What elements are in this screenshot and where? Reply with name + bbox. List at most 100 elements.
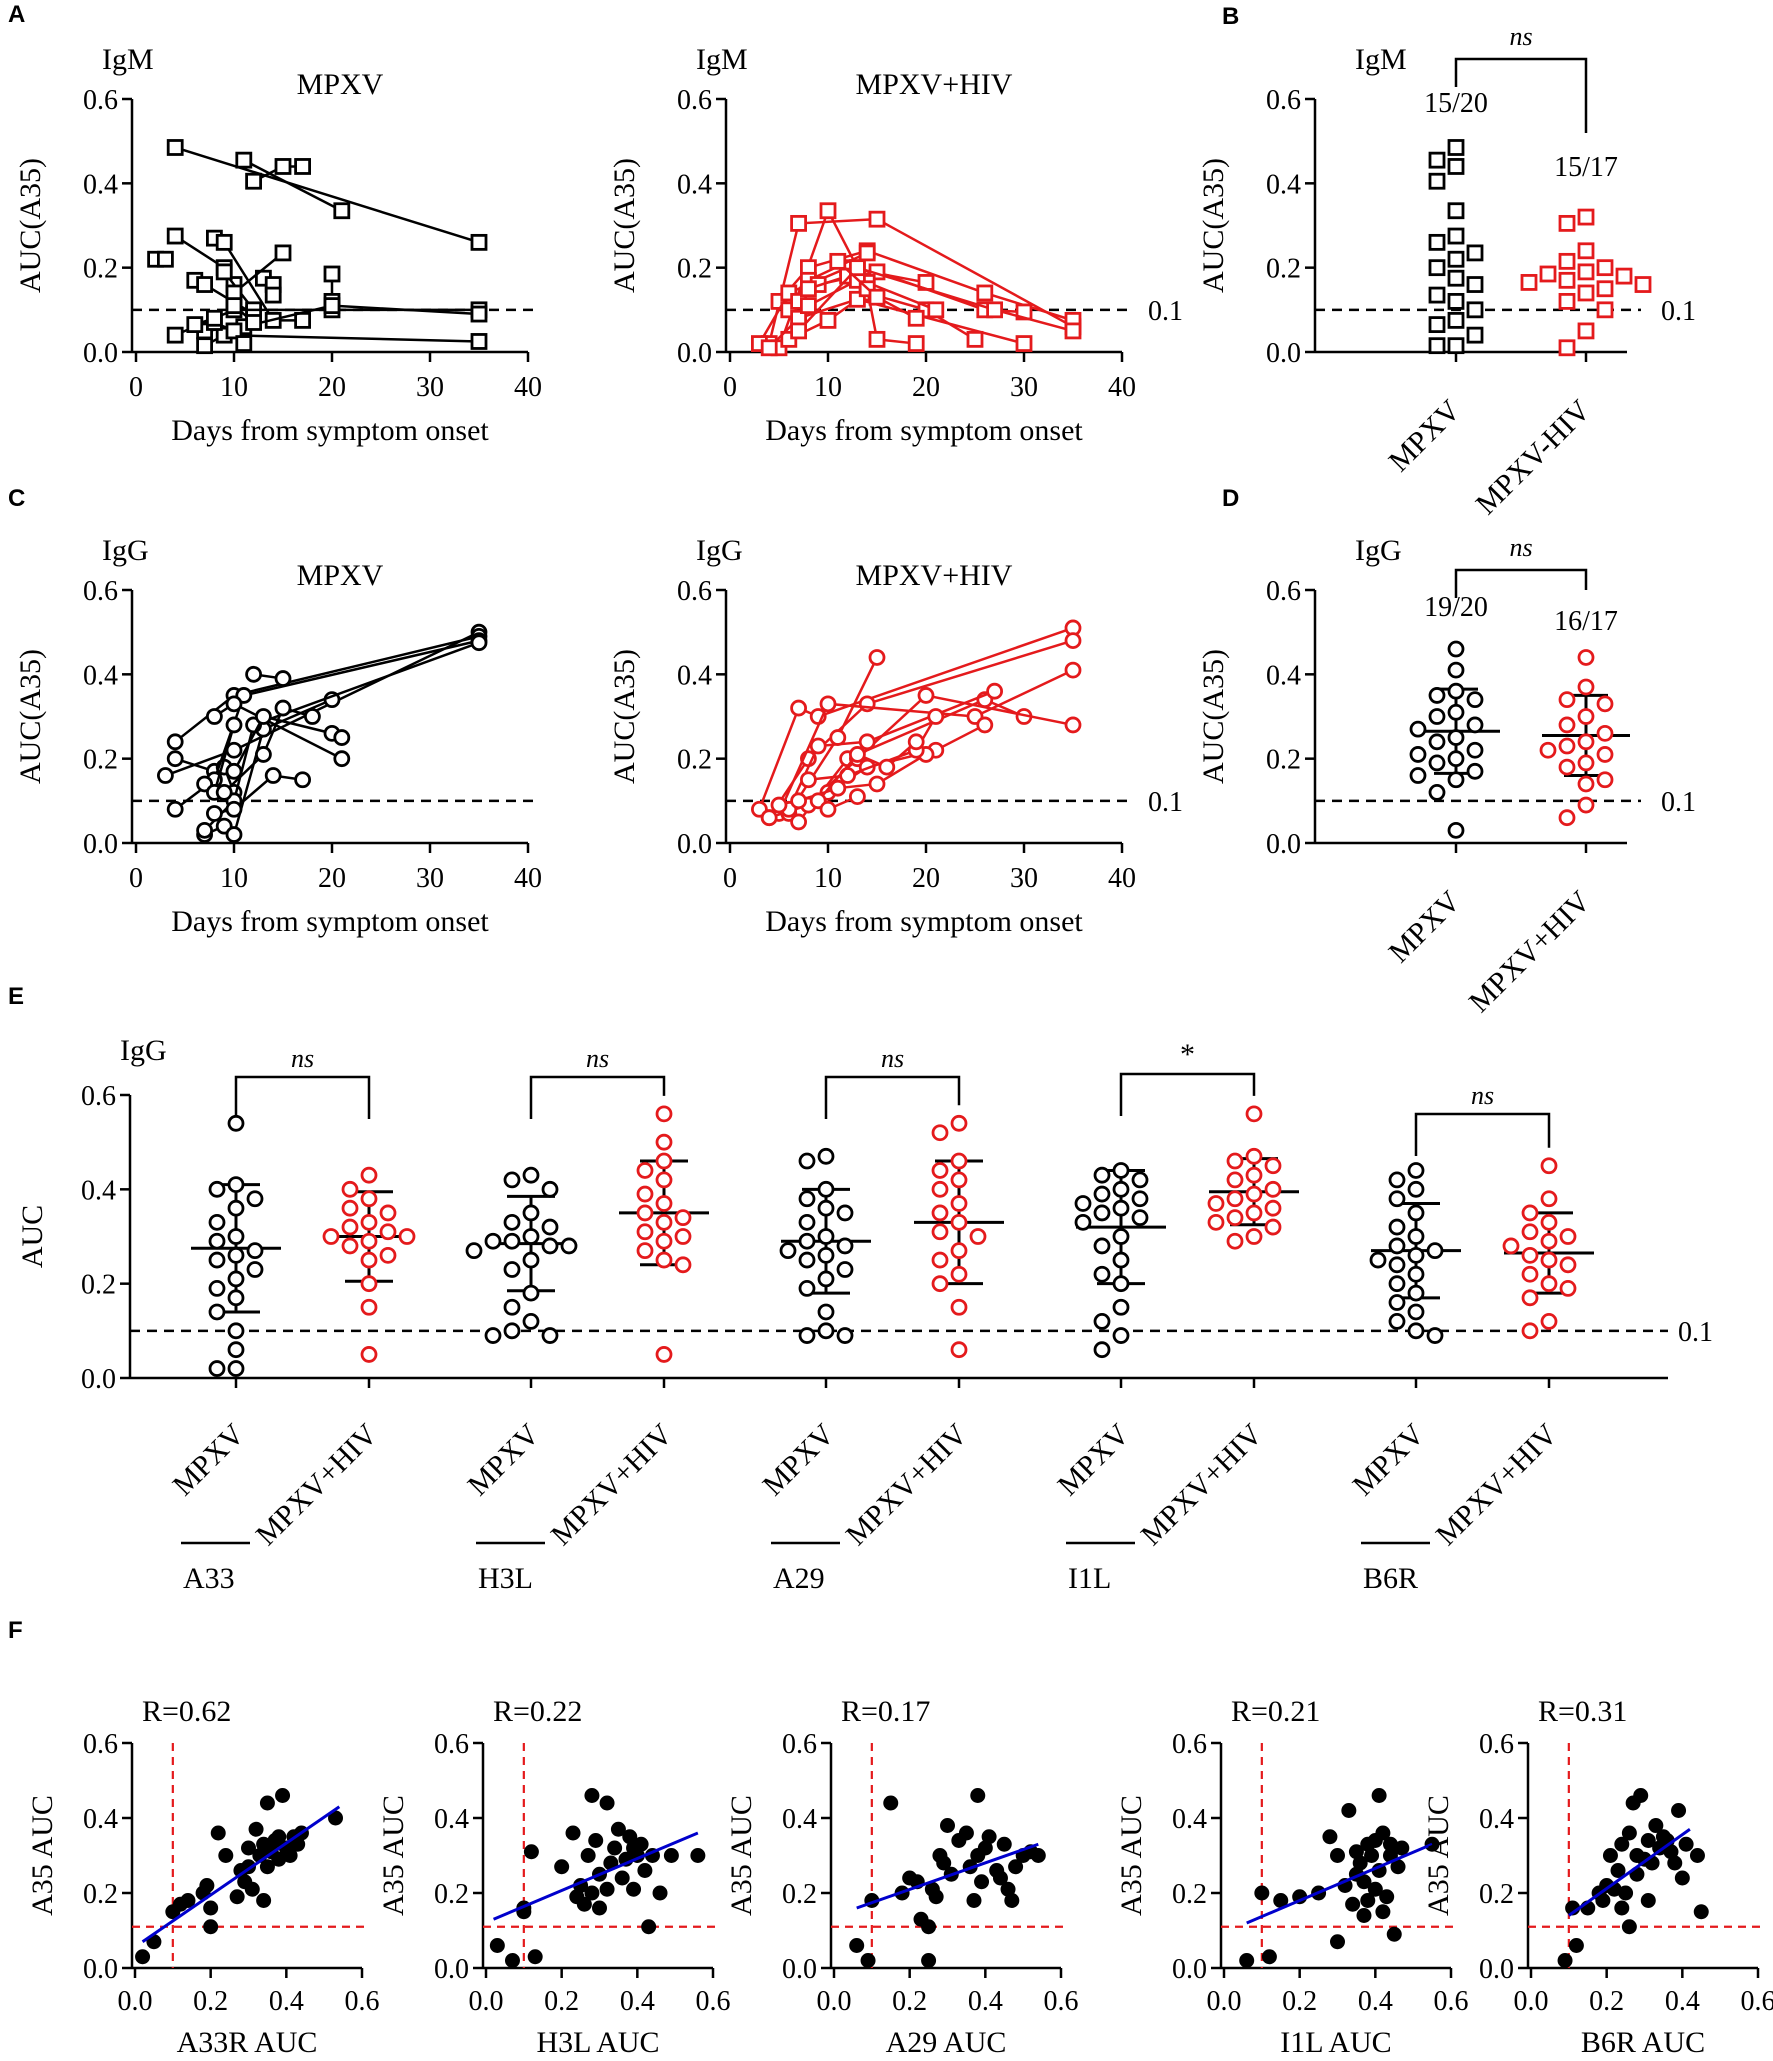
data-point [655,1152,673,1170]
x-tick-label: 0.2 [193,1986,228,2017]
data-point [323,265,341,283]
x-tick-label: 0 [129,863,143,894]
data-point [156,250,174,268]
data-point [522,1228,540,1245]
data-point [360,1213,378,1231]
chart-y-tick-label: 0.0 [83,338,118,369]
data-point [1004,1893,1020,1908]
data-point [1466,741,1484,759]
data-point [1264,1218,1282,1236]
data-point [210,1825,226,1841]
data-point [503,1232,521,1250]
data-point [849,259,866,277]
data-point [503,1298,521,1316]
data-point [1226,1232,1244,1250]
data-point [655,1346,673,1363]
data-point [1428,687,1446,704]
significance-bracket [824,1075,961,1119]
data-point [1407,1204,1425,1222]
series-line-1 [174,146,480,244]
category-label: MPXV+HIV [840,1417,975,1552]
data-point [274,699,292,717]
category-label: MPXV [756,1417,841,1502]
data-point [927,708,945,725]
data-point [398,1228,416,1245]
data-point [522,1284,540,1302]
data-point [294,158,312,175]
chart-y-label: AUC(A35) [14,158,47,293]
chart-y-tick-label: 0.6 [1266,576,1301,607]
data-point [1074,1195,1092,1212]
data-point [1521,1289,1539,1307]
data-point [1521,1223,1539,1241]
data-point [322,1228,340,1245]
chart-y-label: A35 AUC [1422,1795,1455,1916]
panel-F-chart-3: 0.0 0.2 0.4 0.6 A35 AUC 0.0 0.2 0.4 0.6 A29 AUC R=… [725,1695,1079,2059]
x-tick-label: 0 [723,863,737,894]
chart-y-tick-label: 0.2 [1172,1879,1207,1910]
data-point [1602,1848,1618,1863]
x-tick-label: 0.2 [1589,1986,1624,2017]
x-axis-label: Days from symptom onset [171,414,489,447]
data-point [1064,322,1082,340]
data-point [264,767,282,784]
data-point [1426,1327,1444,1344]
data-point [836,1204,854,1222]
data-point [790,813,807,831]
data-point [341,1180,359,1198]
chart-y-tick-label: 0.2 [83,1879,118,1910]
data-point [166,227,184,245]
data-point [1648,1818,1664,1833]
data-point [790,322,807,340]
data-point [1407,1284,1425,1302]
data-point [1386,1926,1402,1942]
data-point [1245,1105,1263,1123]
data-point [626,1881,642,1897]
data-point [849,788,866,806]
data-point [817,1228,835,1245]
data-point [229,1889,245,1905]
data-point [1577,708,1595,725]
chart-y-tick-label: 0.6 [782,1729,817,1760]
category-label: MPXV+HIV [1135,1417,1270,1552]
regression-line [141,1805,341,1943]
data-point [1369,1251,1387,1269]
data-point [259,1859,275,1875]
x-axis-label: Days from symptom onset [765,414,1083,447]
data-point [607,1840,623,1856]
cutoff-label: 0.1 [1661,787,1696,818]
data-point [974,1874,990,1890]
data-point [1559,1256,1577,1274]
data-point [576,1896,592,1912]
data-point [245,665,263,683]
panel-F-chart-4: 0.0 0.2 0.4 0.6 A35 AUC 0.0 0.2 0.4 0.6 I1L AUC R=… [1115,1695,1469,2059]
chart-y-tick-label: 0.4 [81,1175,116,1206]
panel-label-F: F [8,1617,23,1644]
data-point [1466,716,1484,734]
chart-y-tick-label: 0.2 [677,745,712,776]
chart-y-tick-label: 0.4 [1172,1804,1207,1835]
data-point [907,309,925,327]
data-point [1596,746,1614,763]
chart-y-tick-label: 0.2 [1266,254,1301,285]
chart-y-tick-label: 0.4 [83,1804,118,1835]
data-point [817,1199,835,1217]
data-point [1540,1232,1558,1250]
data-point [1674,1870,1690,1886]
data-point [1447,139,1465,156]
data-point [1226,1171,1244,1189]
chart-y-tick-label: 0.2 [83,254,118,285]
data-point [303,708,321,725]
category-label: MPXV+HIV [1463,884,1598,1019]
series-line-11 [817,740,918,802]
data-point [1621,1919,1637,1935]
data-point [1226,1209,1244,1227]
data-point [560,1237,578,1255]
data-point [868,775,886,793]
data-point [208,1303,226,1321]
x-tick-label: 0.4 [269,1986,304,2017]
x-tick-label: 0.6 [1434,1986,1469,2017]
data-point [798,1232,816,1250]
data-point [636,1162,654,1179]
data-point [1093,1204,1111,1222]
